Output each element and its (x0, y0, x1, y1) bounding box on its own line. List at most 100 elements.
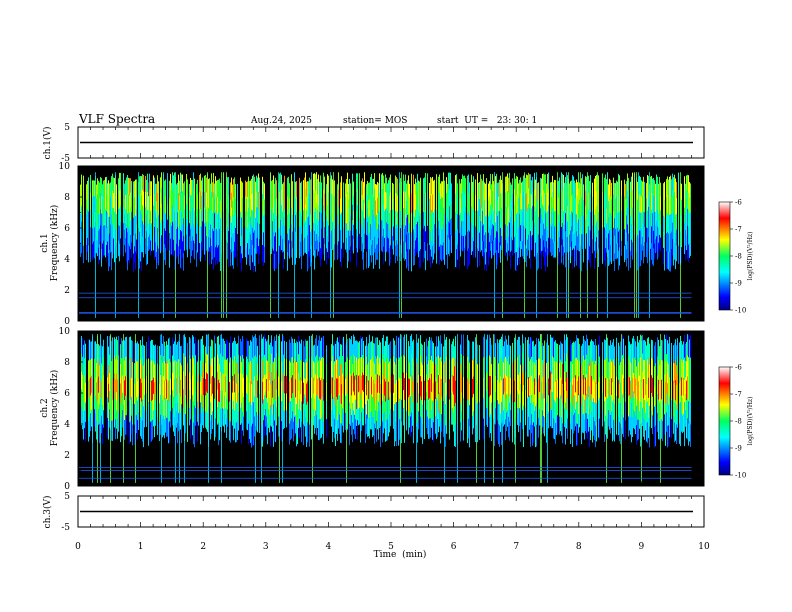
spectrogram-cell (307, 340, 308, 362)
spectrogram-cell (395, 192, 396, 211)
spectrogram-cell (461, 334, 462, 354)
spectrogram-cell (191, 195, 192, 211)
spectrogram-cell (652, 212, 653, 231)
spectrogram-cell (579, 343, 580, 361)
spectrogram-cell (592, 238, 593, 254)
spectrogram-cell (475, 399, 476, 422)
spectrogram-cell (166, 341, 167, 361)
spectrogram-cell (242, 182, 243, 198)
spectrogram-cell (413, 339, 414, 361)
spectrogram-cell (669, 356, 670, 378)
spectrogram-cell (172, 337, 173, 356)
spectrogram-cell (376, 337, 377, 359)
spectrogram-cell (305, 339, 306, 360)
spectrogram-cell (253, 232, 254, 252)
spectrogram-cell (438, 336, 439, 356)
spectrogram-cell (388, 417, 389, 437)
spectrogram-cell (225, 408, 226, 425)
spectrogram-cell (532, 424, 533, 446)
spectrogram-cell (492, 207, 493, 225)
spectrogram-cell (246, 392, 247, 412)
spectrogram-cell (565, 381, 566, 403)
spectrogram-cell (246, 181, 247, 199)
spectrogram-cell (150, 421, 151, 442)
spectrogram-cell (396, 192, 397, 209)
spectrogram-cell (135, 215, 136, 234)
spectrogram-cell (315, 224, 316, 241)
spectrogram-cell (116, 410, 117, 429)
spectrogram-cell (342, 355, 343, 374)
spectrogram-cell (116, 355, 117, 374)
spectrogram-cell (419, 233, 420, 251)
spectrogram-cell (84, 340, 85, 359)
spectrogram-cell (649, 426, 650, 448)
spectrogram-cell (322, 395, 323, 415)
spectrogram-cell (514, 220, 515, 238)
spectrogram-cell (593, 416, 594, 436)
spectrogram-cell (237, 420, 238, 440)
spectrogram-cell (667, 231, 668, 251)
spectrogram-cell (545, 251, 546, 272)
spectrogram-cell (646, 364, 647, 385)
spectrogram-cell (657, 374, 658, 395)
spectrogram-cell (206, 410, 207, 430)
spectrogram-cell (332, 398, 333, 421)
spectrogram-cell (94, 408, 95, 427)
spectrogram-cell (158, 214, 159, 232)
spectrogram-cell (323, 205, 324, 222)
spectrogram-cell (551, 373, 552, 392)
spectrogram-cell (505, 377, 506, 399)
spectrogram-cell (651, 192, 652, 210)
spectrogram-cell (237, 401, 238, 421)
spectrogram-cell (173, 413, 174, 432)
spectrogram-cell (632, 224, 633, 243)
spectrogram-cell (542, 235, 543, 251)
spectrogram-cell (438, 355, 439, 375)
spectrogram-cell (572, 342, 573, 364)
spectrogram-cell (352, 204, 353, 221)
spectrogram-cell (282, 211, 283, 226)
spectrogram-cell (387, 223, 388, 238)
spectrogram-cell (133, 181, 134, 200)
spectrogram-cell (447, 200, 448, 219)
spectrogram-cell (384, 362, 385, 380)
spectrogram-cell (590, 230, 591, 250)
spectrogram-cell (495, 391, 496, 409)
spectrogram-cell (592, 401, 593, 423)
spectrogram-cell (206, 372, 207, 392)
spectrogram-cell (548, 378, 549, 396)
spectrogram-cell (465, 206, 466, 222)
spectrogram-cell (665, 339, 666, 361)
sferic-stroke (123, 334, 124, 483)
spectrogram-cell (304, 394, 305, 411)
spectrogram-cell (463, 220, 464, 237)
spectrogram-cell (377, 228, 378, 245)
spectrogram-cell (98, 344, 99, 361)
spectrogram-cell (97, 193, 98, 210)
spectrogram-cell (160, 374, 161, 395)
spectrogram-cell (409, 209, 410, 224)
spectrogram-cell (309, 424, 310, 447)
spectrogram-cell (554, 341, 555, 362)
spectrogram-cell (303, 361, 304, 383)
spectrogram-cell (359, 233, 360, 249)
spectrogram-cell (324, 210, 325, 228)
spectrogram-cell (528, 219, 529, 235)
ch1-ytick-top: 5 (64, 123, 70, 133)
spectrogram-cell (348, 184, 349, 200)
spectrogram-cell (392, 196, 393, 210)
spectrogram-cell (528, 376, 529, 397)
spectrogram-cell (257, 177, 258, 193)
spectrogram-cell (81, 371, 82, 390)
spectrogram-cell (472, 223, 473, 238)
spectrogram-cell (535, 226, 536, 243)
spectrogram-cell (170, 394, 171, 412)
spectrogram-cell (456, 174, 457, 194)
spectrogram-cell (429, 337, 430, 358)
spectrogram-cell (612, 421, 613, 442)
spectrogram-cell (276, 180, 277, 199)
spectrogram-cell (491, 228, 492, 244)
spectrogram-cell (493, 240, 494, 256)
spectrogram-cell (247, 181, 248, 198)
